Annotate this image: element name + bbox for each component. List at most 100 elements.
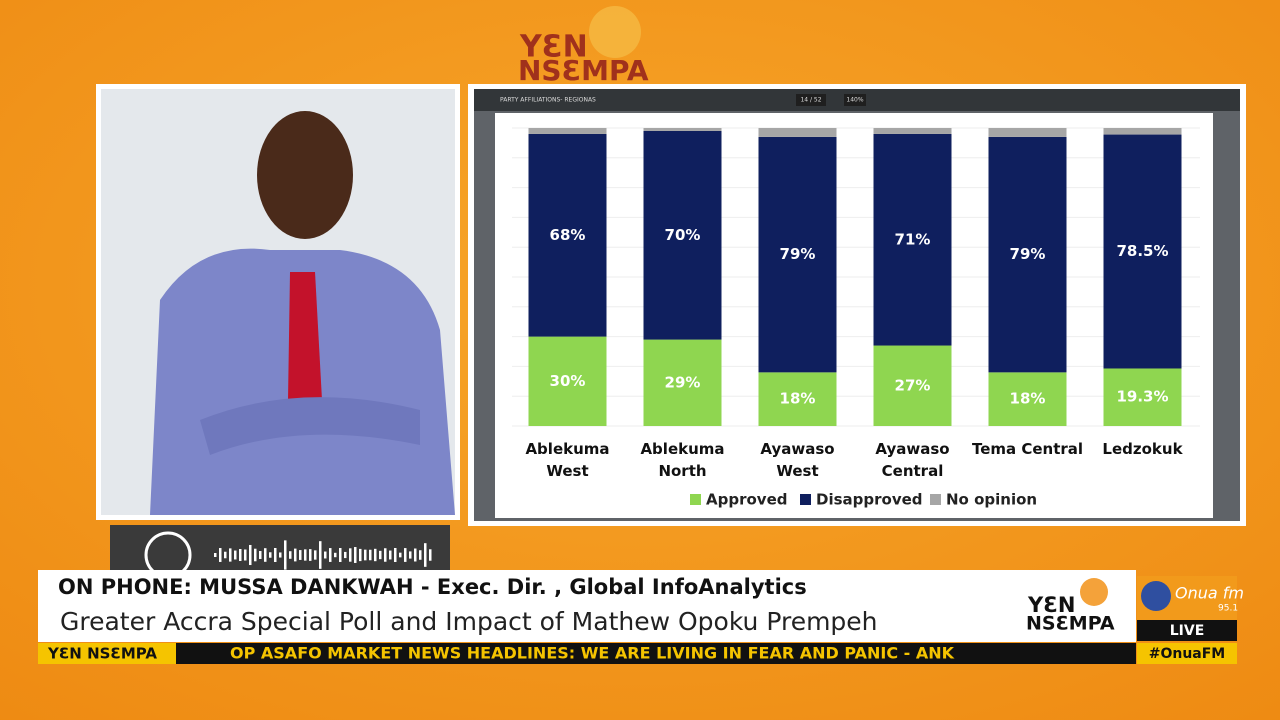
document-title: PARTY AFFILIATIONS- REGIONAS bbox=[500, 97, 596, 104]
legend-label: Approved bbox=[706, 491, 787, 509]
bar-segment bbox=[873, 345, 952, 426]
zoom-box bbox=[844, 94, 866, 106]
value-label: 18% bbox=[1010, 390, 1046, 408]
logo-line: NSƐMPA bbox=[518, 54, 649, 87]
value-label: 78.5% bbox=[1116, 242, 1168, 260]
value-label: 19.3% bbox=[1116, 388, 1168, 406]
wave-bar bbox=[289, 551, 292, 559]
wave-bar bbox=[384, 548, 387, 562]
wave-bar bbox=[349, 548, 352, 562]
wave-bar bbox=[304, 549, 307, 561]
wave-bar bbox=[409, 551, 412, 559]
legend-swatch bbox=[930, 494, 941, 505]
value-label: 79% bbox=[1010, 245, 1046, 263]
lower-third bbox=[38, 570, 1136, 642]
wave-bar bbox=[264, 548, 267, 562]
wave-bar bbox=[414, 548, 417, 562]
x-tick-label: Ablekuma North bbox=[640, 440, 725, 480]
wave-bar bbox=[214, 553, 217, 557]
hashtag-box bbox=[1137, 643, 1237, 664]
bar-segment bbox=[528, 336, 607, 426]
wave-bar bbox=[299, 550, 302, 560]
ticker-label: YƐN NSƐMPA bbox=[47, 645, 157, 663]
wave-bar bbox=[344, 551, 347, 559]
wave-bar bbox=[334, 552, 337, 558]
wave-bar bbox=[359, 548, 362, 562]
logo-sun bbox=[589, 6, 641, 58]
wave-bar bbox=[294, 548, 297, 562]
wave-bar bbox=[319, 541, 322, 569]
logo-sun bbox=[1080, 578, 1108, 606]
station-logo-mark bbox=[1141, 581, 1171, 611]
ticker-clip: OP ASAFO MARKET NEWS HEADLINES: WE ARE L… bbox=[230, 644, 955, 663]
wave-bar bbox=[309, 549, 312, 561]
arms bbox=[200, 397, 420, 455]
wave-bar bbox=[324, 551, 327, 559]
value-label: 79% bbox=[780, 245, 816, 263]
zoom-level: 140% bbox=[846, 97, 863, 104]
logo-line: YƐN bbox=[519, 30, 588, 65]
wave-bar bbox=[404, 548, 407, 562]
chart: 30% 68% Ablekuma West 29% 70% Ablekuma North 1… bbox=[512, 127, 1200, 509]
x-tick-label: Ledzokuk bbox=[1102, 440, 1183, 458]
value-label: 27% bbox=[895, 376, 931, 394]
page-box bbox=[796, 94, 826, 106]
wave-bar bbox=[234, 550, 237, 560]
wave-bar bbox=[419, 550, 422, 560]
wave-bar bbox=[424, 543, 427, 567]
x-label-box: Ablekuma West bbox=[525, 440, 609, 480]
bar-segment bbox=[643, 128, 722, 131]
bar-segment bbox=[988, 128, 1067, 137]
x-label-box: Tema Central bbox=[971, 440, 1084, 458]
wave-bar bbox=[354, 547, 357, 563]
ticker-label-box bbox=[38, 643, 176, 664]
headline: ON PHONE: MUSSA DANKWAH - Exec. Dir. , G… bbox=[58, 575, 807, 599]
wave-bar bbox=[254, 548, 257, 562]
live-label: LIVE bbox=[1170, 623, 1205, 639]
head bbox=[257, 111, 353, 239]
document-page bbox=[495, 113, 1213, 518]
ticker-bar bbox=[38, 643, 1136, 664]
value-label: 68% bbox=[550, 226, 586, 244]
x-label-box: Ledzokuk bbox=[1102, 440, 1183, 458]
logo-line: YƐN bbox=[1027, 593, 1075, 617]
legend-label: No opinion bbox=[946, 491, 1037, 509]
wave-bar bbox=[284, 540, 287, 570]
hashtag: #OnuaFM bbox=[1149, 646, 1226, 662]
x-tick-label: Tema Central bbox=[971, 440, 1084, 458]
bar-segment bbox=[1103, 134, 1182, 369]
x-tick-label: Ayawaso Central bbox=[875, 440, 950, 480]
wave-bar bbox=[269, 552, 272, 558]
station-name: Onua fm bbox=[1175, 584, 1244, 603]
logo-line: NSƐMPA bbox=[1026, 613, 1115, 635]
bar-segment bbox=[988, 372, 1067, 426]
bar-segment bbox=[873, 128, 952, 134]
subtitle: Greater Accra Special Poll and Impact of… bbox=[60, 607, 878, 636]
value-label: 70% bbox=[665, 226, 701, 244]
wave-bar bbox=[364, 549, 367, 561]
legend-swatch bbox=[800, 494, 811, 505]
bar-segment bbox=[758, 128, 837, 137]
wave-bar bbox=[379, 550, 382, 560]
value-label: 18% bbox=[780, 390, 816, 408]
wave-bar bbox=[329, 548, 332, 562]
wave-bar bbox=[279, 552, 282, 558]
station-frequency: 95.1 bbox=[1218, 604, 1238, 614]
bar-segment bbox=[758, 136, 837, 373]
ticker-text: OP ASAFO MARKET NEWS HEADLINES: WE ARE L… bbox=[230, 644, 955, 663]
x-label-box: Ayawaso West bbox=[760, 440, 834, 480]
bar-segment bbox=[528, 128, 607, 134]
wave-bar bbox=[374, 548, 377, 562]
value-label: 30% bbox=[550, 372, 586, 390]
bar-segment bbox=[1103, 128, 1182, 135]
wave-bar bbox=[369, 549, 372, 561]
wave-bar bbox=[229, 548, 232, 562]
wave-bar bbox=[249, 544, 252, 566]
bar-segment bbox=[643, 130, 722, 340]
wave-bar bbox=[239, 549, 242, 561]
wave-bar bbox=[389, 550, 392, 560]
wave-bar bbox=[259, 551, 262, 559]
wave-bar bbox=[394, 548, 397, 562]
